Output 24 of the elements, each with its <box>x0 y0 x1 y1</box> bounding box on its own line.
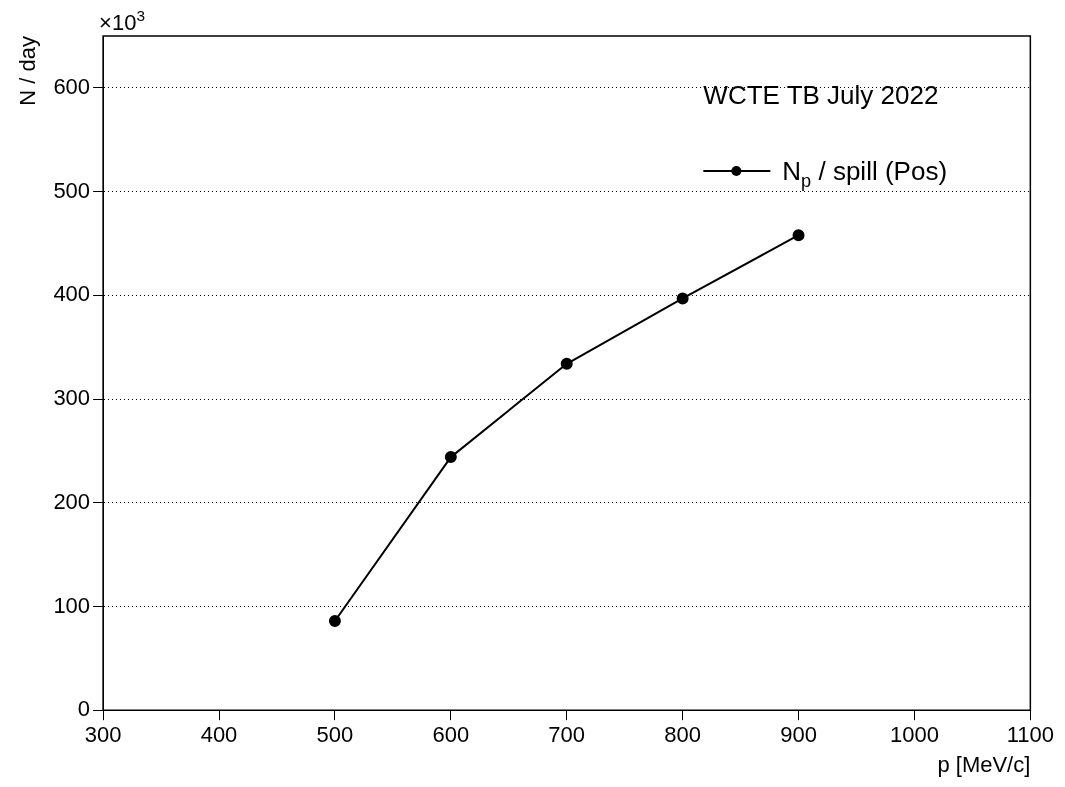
x-tick-label: 1100 <box>1006 722 1054 748</box>
x-tick-label: 600 <box>432 722 470 748</box>
y-tick-label: 500 <box>53 177 91 203</box>
y-tick-label: 200 <box>53 488 91 514</box>
point <box>560 357 573 370</box>
point <box>444 451 457 464</box>
point <box>792 229 805 242</box>
x-tick-label: 400 <box>200 722 238 748</box>
y-axis-title: N / day <box>15 36 41 106</box>
x-tick-label: 700 <box>548 722 586 748</box>
y-tick-label: 100 <box>53 592 91 618</box>
x-tick-label: 900 <box>780 722 817 748</box>
text: WCTE TB July 2022 <box>703 80 939 110</box>
y-tick-label: 600 <box>53 73 91 99</box>
y-tick-label: 300 <box>53 385 91 411</box>
x-tick-label: 1000 <box>889 722 939 748</box>
point <box>328 615 341 627</box>
x-tick-label: 500 <box>316 722 354 748</box>
y-tick-label: 0 <box>77 696 91 722</box>
x-axis-title: p [MeV/c] <box>937 751 1031 777</box>
x-tick-label: 800 <box>664 722 701 748</box>
point <box>676 292 689 305</box>
x-tick-label: 300 <box>84 722 122 748</box>
y-tick-label: 400 <box>53 281 91 307</box>
